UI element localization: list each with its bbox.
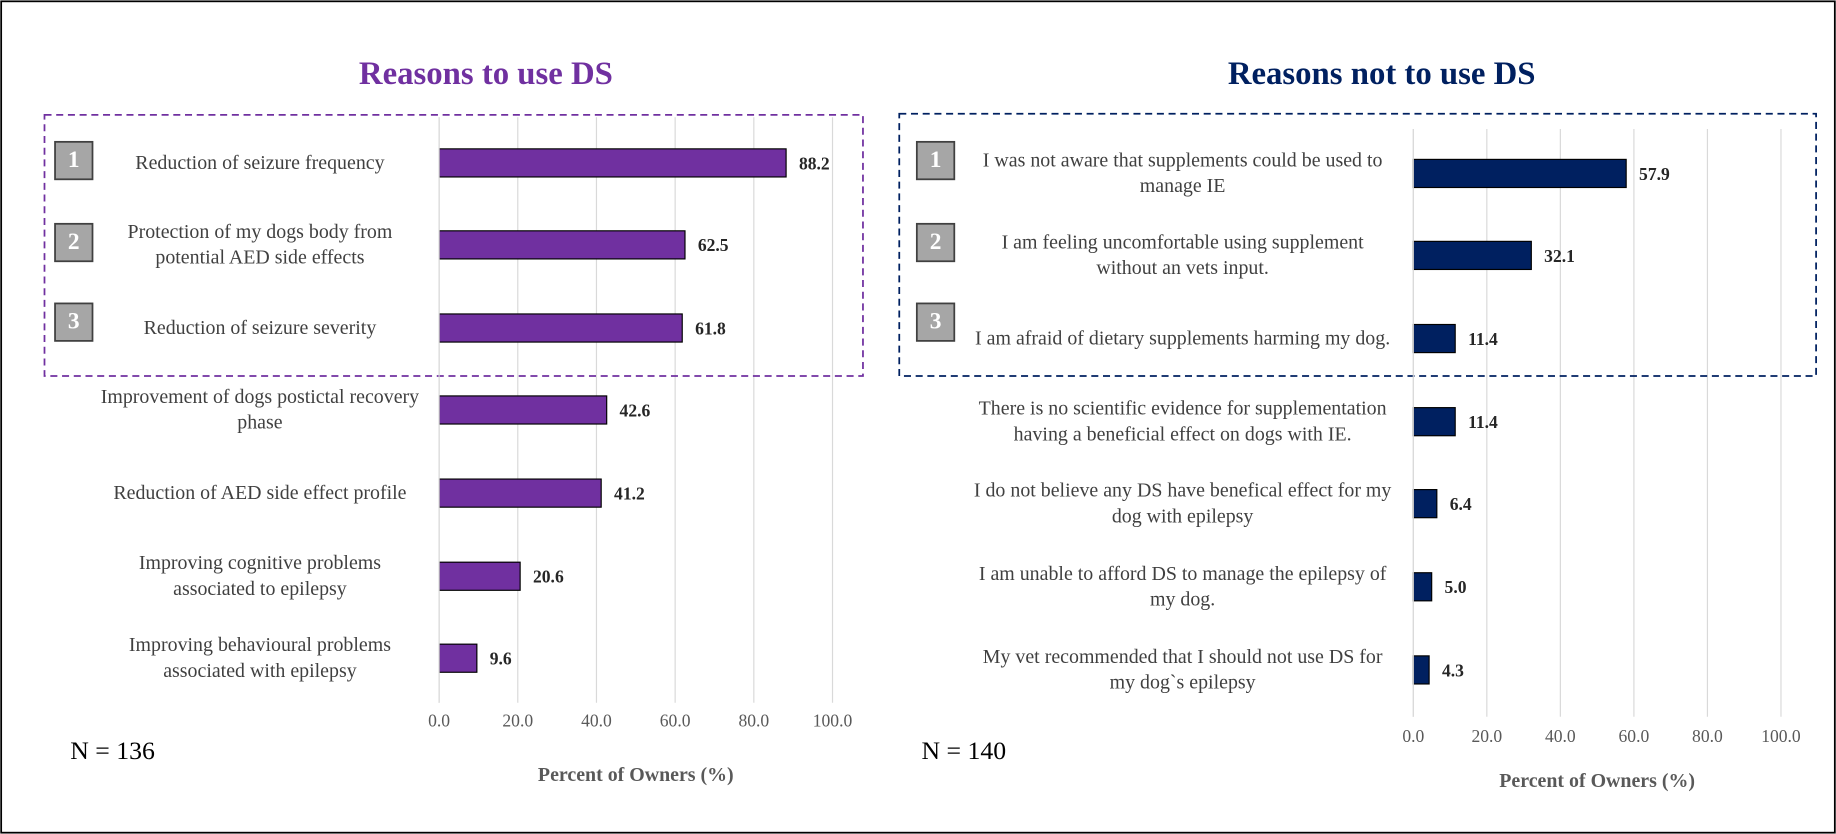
category-label: Reduction of AED side effect profile [113, 481, 407, 504]
value-label: 9.6 [490, 649, 512, 669]
bar [438, 561, 521, 591]
rank-badge-label: 2 [930, 229, 942, 255]
category-label: Reduction of seizure frequency [135, 151, 385, 174]
category-label: I am feeling uncomfortable using supplem… [1001, 230, 1364, 279]
value-label: 4.3 [1442, 660, 1464, 680]
value-label: 6.4 [1450, 494, 1472, 514]
chart-title: Reasons not to use DS [1228, 56, 1536, 92]
annotation: N = 140 [922, 736, 1007, 765]
bar [438, 313, 683, 343]
category-label-box: My vet recommended that I should not use… [982, 645, 1383, 694]
bar [438, 478, 602, 508]
value-label: 20.6 [533, 567, 564, 587]
bar [1412, 158, 1627, 189]
category-label: Reduction of seizure severity [143, 316, 377, 339]
x-tick-label: 80.0 [1692, 726, 1723, 746]
category-label-box: Improvement of dogs postictal recovery p… [100, 385, 420, 434]
rank-badge [915, 302, 956, 342]
rank-badge-label: 2 [68, 229, 80, 255]
x-tick-label: 0.0 [1402, 726, 1424, 746]
category-label-box: Reduction of seizure frequency [135, 151, 385, 174]
annotation: N = 136 [70, 736, 155, 765]
category-label: I was not aware that supplements could b… [982, 148, 1383, 197]
bar [1412, 323, 1456, 354]
bar [1412, 655, 1430, 685]
value-label: 61.8 [695, 318, 726, 338]
value-label: 88.2 [799, 153, 830, 173]
category-label: Improving behavioural problems associate… [128, 633, 391, 682]
value-label: 32.1 [1544, 246, 1575, 266]
rank-badge-label: 1 [68, 147, 80, 173]
bar [438, 230, 686, 260]
category-label: I am afraid of dietary supplements harmi… [975, 326, 1391, 350]
x-tick-label: 20.0 [1471, 726, 1502, 746]
bar [1412, 407, 1456, 437]
x-tick-label: 100.0 [813, 711, 853, 731]
x-tick-label: 20.0 [502, 711, 533, 731]
x-tick-label: 40.0 [581, 711, 612, 731]
rank-badge [54, 222, 94, 263]
highlight-box [43, 114, 864, 377]
category-label-box: I do not believe any DS have benefical e… [973, 479, 1392, 528]
category-label-box: There is no scientific evidence for supp… [978, 397, 1387, 446]
rank-badge-label: 3 [68, 309, 80, 335]
bar [1412, 489, 1438, 519]
x-tick-label: 40.0 [1545, 726, 1576, 746]
category-label-box: Improving behavioural problems associate… [128, 633, 391, 682]
category-label-box: Reduction of seizure severity [143, 316, 377, 339]
rank-badge-label: 1 [930, 147, 942, 173]
x-tick-label: 0.0 [428, 711, 450, 731]
highlight-box [898, 112, 1817, 377]
value-label: 11.4 [1468, 329, 1498, 349]
x-tick-label: 60.0 [1619, 726, 1650, 746]
category-label: Improving cognitive problems associated … [138, 551, 382, 600]
rank-badge [54, 302, 94, 342]
x-axis-title: Percent of Owners (%) [1499, 770, 1695, 792]
x-tick-label: 80.0 [738, 711, 769, 731]
rank-badge [915, 140, 956, 181]
bar [438, 395, 608, 425]
bar [1412, 240, 1532, 271]
category-label: There is no scientific evidence for supp… [978, 397, 1387, 446]
rank-badge [54, 140, 94, 181]
category-label: Improvement of dogs postictal recovery p… [100, 385, 420, 434]
bar [438, 643, 478, 673]
x-tick-label: 60.0 [660, 711, 691, 731]
category-label-box: I was not aware that supplements could b… [982, 148, 1383, 197]
value-label: 41.2 [614, 483, 645, 503]
category-label: My vet recommended that I should not use… [982, 645, 1383, 694]
category-label: Protection of my dogs body from potentia… [127, 220, 393, 269]
bar [1412, 572, 1433, 602]
chart-title: Reasons to use DS [359, 56, 613, 92]
value-label: 11.4 [1468, 412, 1498, 432]
category-label-box: Reduction of AED side effect profile [113, 481, 407, 504]
category-label-box: Improving cognitive problems associated … [138, 551, 382, 600]
x-axis-title: Percent of Owners (%) [538, 764, 734, 786]
category-label-box: Protection of my dogs body from potentia… [127, 220, 393, 269]
category-label-box: I am feeling uncomfortable using supplem… [1001, 230, 1364, 279]
category-label: I am unable to afford DS to manage the e… [978, 562, 1387, 611]
category-label-box: I am afraid of dietary supplements harmi… [975, 326, 1391, 350]
category-label-box: I am unable to afford DS to manage the e… [978, 562, 1387, 611]
value-label: 62.5 [698, 235, 729, 255]
value-label: 42.6 [620, 400, 651, 420]
bar [438, 148, 787, 178]
rank-badge [915, 222, 956, 263]
x-tick-label: 100.0 [1761, 726, 1801, 746]
value-label: 57.9 [1639, 164, 1670, 184]
category-label: I do not believe any DS have benefical e… [973, 479, 1392, 528]
rank-badge-label: 3 [930, 309, 942, 335]
value-label: 5.0 [1445, 577, 1467, 597]
